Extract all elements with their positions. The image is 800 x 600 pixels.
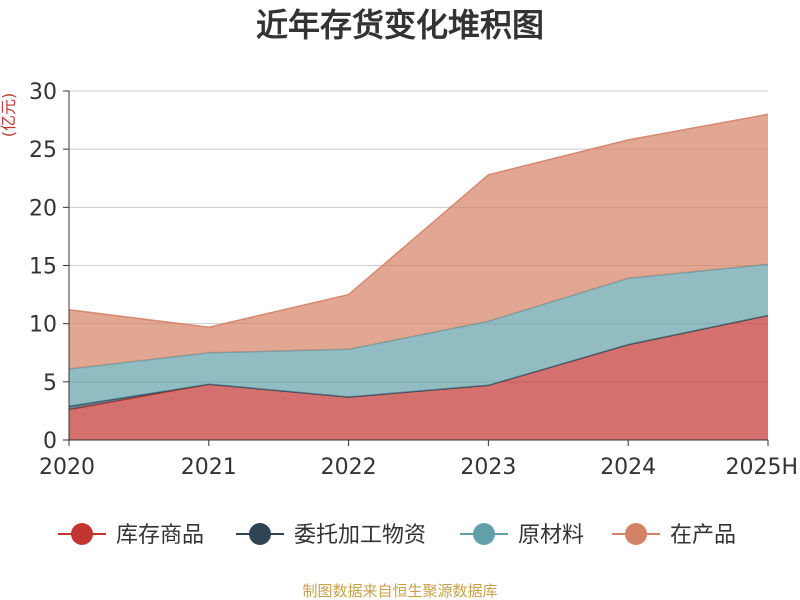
- legend-item-4[interactable]: 在产品: [612, 523, 736, 548]
- x-tick-label: 2022: [321, 455, 377, 480]
- legend-marker: [473, 523, 495, 545]
- legend-marker: [249, 523, 271, 545]
- y-tick-label: 20: [29, 196, 57, 221]
- area-series-4: [69, 114, 768, 369]
- y-tick-label: 5: [43, 371, 57, 396]
- y-tick-label: 0: [43, 429, 57, 454]
- axis-layer: 0 5 10 15 20 25 30 2020 2021 2022 2023 2024 2025H: [29, 80, 798, 480]
- source-note: 制图数据来自恒生聚源数据库: [302, 582, 497, 600]
- legend-item-2[interactable]: 委托加工物资: [236, 523, 426, 548]
- legend: 库存商品 委托加工物资 原材料 在产品: [58, 523, 736, 548]
- x-tick-label: 2021: [181, 455, 237, 480]
- legend-label: 委托加工物资: [294, 523, 426, 548]
- x-tick-label: 2020: [39, 455, 95, 480]
- legend-item-1[interactable]: 库存商品: [58, 523, 204, 548]
- x-tick-label: 2023: [460, 455, 516, 480]
- legend-marker: [625, 523, 647, 545]
- legend-label: 在产品: [670, 523, 736, 548]
- series-line-4: [68, 113, 769, 328]
- legend-label: 原材料: [518, 523, 584, 548]
- y-tick-label: 25: [29, 138, 57, 163]
- x-tick-label: 2025H: [725, 455, 798, 480]
- area-series-1: [69, 315, 768, 440]
- legend-marker: [71, 523, 93, 545]
- x-tick-label: 2024: [600, 455, 656, 480]
- y-tick-label: 10: [29, 313, 57, 338]
- legend-item-3[interactable]: 原材料: [460, 523, 584, 548]
- legend-label: 库存商品: [116, 523, 204, 548]
- y-tick-label: 15: [29, 255, 57, 280]
- area-layer: [68, 113, 769, 440]
- chart-title: 近年存货变化堆积图: [256, 6, 544, 44]
- y-axis-label: (亿元): [0, 93, 18, 138]
- y-tick-label: 30: [29, 80, 57, 105]
